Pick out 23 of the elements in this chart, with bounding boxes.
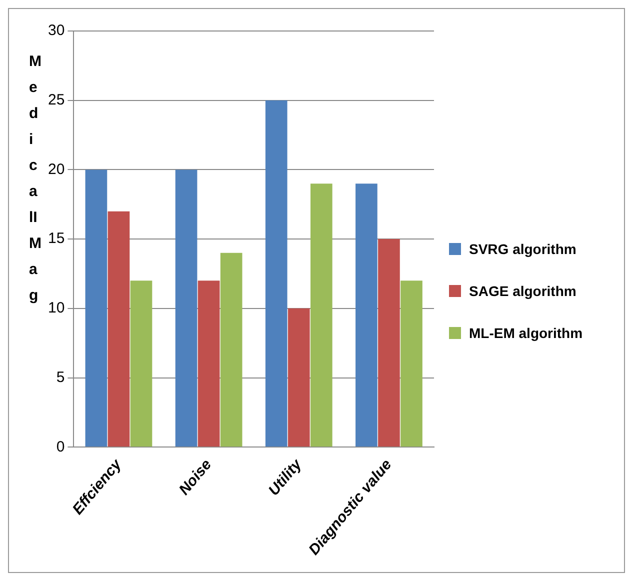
legend-label: SAGE algorithm <box>469 283 576 299</box>
bar <box>220 252 242 447</box>
y-tick-label: 5 <box>56 368 65 386</box>
bar <box>378 239 400 447</box>
bar <box>288 308 310 447</box>
y-tick-label: 25 <box>48 91 65 108</box>
bar <box>130 280 152 447</box>
y-tick-label: 30 <box>48 22 65 40</box>
bar <box>265 100 288 447</box>
y-tick-label: 15 <box>48 230 65 248</box>
y-tick-label: 0 <box>56 438 65 456</box>
y-tick-label: 20 <box>48 160 65 178</box>
bar <box>310 184 332 447</box>
text: MedicalIMag <box>29 53 42 304</box>
legend-label: ML-EM algorithm <box>469 325 583 341</box>
bar <box>356 184 378 447</box>
legend-label: SVRG algorithm <box>469 241 576 257</box>
bar <box>198 280 220 447</box>
bar <box>400 280 422 447</box>
y-tick-label: 10 <box>48 300 65 317</box>
bar <box>175 170 198 447</box>
bar <box>108 211 130 447</box>
bar <box>85 170 108 447</box>
